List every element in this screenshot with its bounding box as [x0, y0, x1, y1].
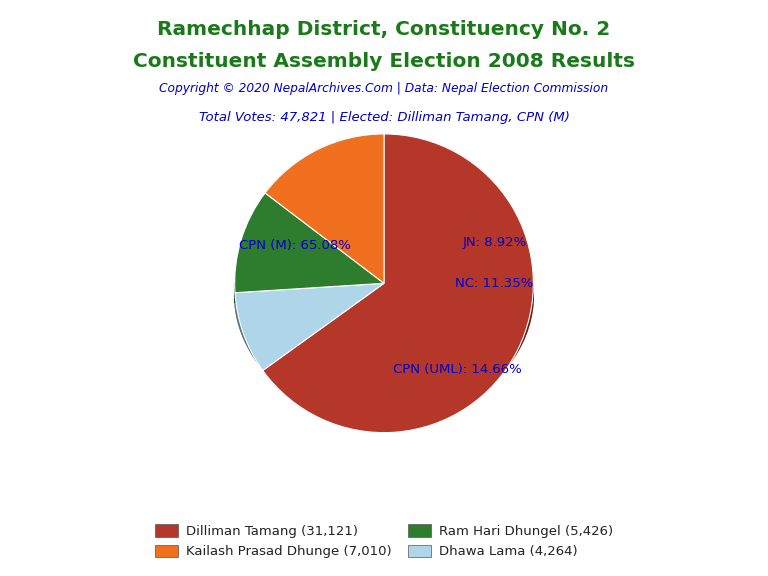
Text: Constituent Assembly Election 2008 Results: Constituent Assembly Election 2008 Resul… [133, 52, 635, 71]
Polygon shape [235, 291, 263, 369]
Wedge shape [235, 283, 384, 370]
Text: JN: 8.92%: JN: 8.92% [462, 236, 527, 249]
Text: Copyright © 2020 NepalArchives.Com | Data: Nepal Election Commission: Copyright © 2020 NepalArchives.Com | Dat… [160, 82, 608, 95]
Text: NC: 11.35%: NC: 11.35% [455, 277, 534, 290]
Text: Ramechhap District, Constituency No. 2: Ramechhap District, Constituency No. 2 [157, 20, 611, 39]
Wedge shape [263, 134, 533, 433]
Polygon shape [263, 286, 533, 422]
Wedge shape [265, 134, 384, 283]
Wedge shape [235, 193, 384, 293]
Text: CPN (UML): 14.66%: CPN (UML): 14.66% [392, 363, 521, 376]
Legend: Dilliman Tamang (31,121), Kailash Prasad Dhunge (7,010), Ram Hari Dhungel (5,426: Dilliman Tamang (31,121), Kailash Prasad… [149, 519, 619, 564]
Text: Total Votes: 47,821 | Elected: Dilliman Tamang, CPN (M): Total Votes: 47,821 | Elected: Dilliman … [199, 111, 569, 124]
Text: CPN (M): 65.08%: CPN (M): 65.08% [239, 240, 351, 252]
Polygon shape [235, 283, 533, 422]
